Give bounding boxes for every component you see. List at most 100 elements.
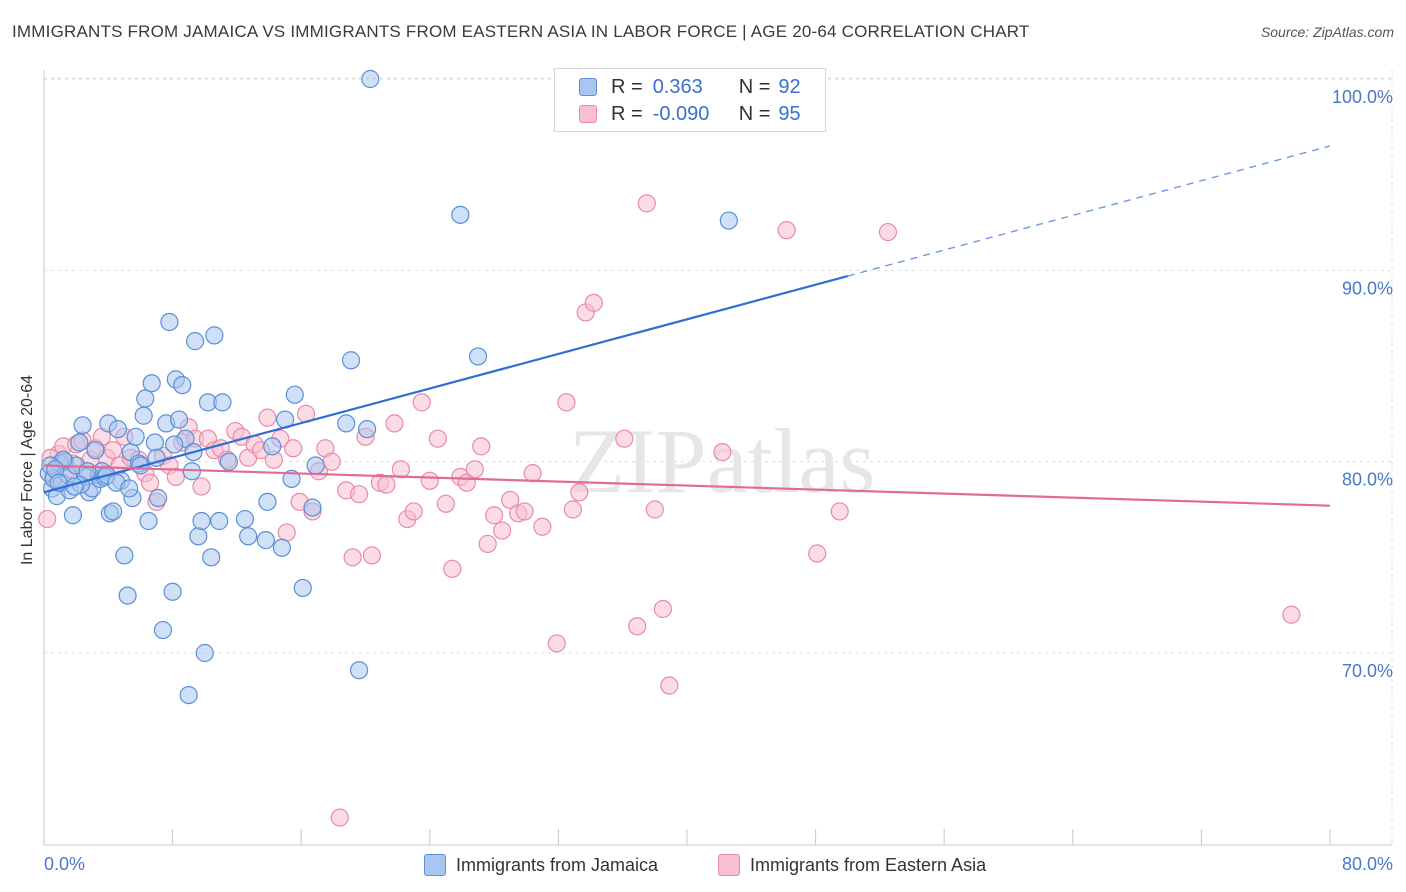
eastern-asia-point xyxy=(563,500,582,519)
trend-line-eastern-asia xyxy=(43,464,1331,507)
eastern-asia-point xyxy=(501,490,520,510)
x-tick-label-right: 80.0% xyxy=(1342,854,1393,874)
legend-swatch-jamaica xyxy=(579,78,597,96)
jamaica-point xyxy=(451,205,470,224)
eastern-asia-point xyxy=(493,521,512,540)
eastern-asia-point xyxy=(412,393,431,412)
jamaica-point xyxy=(282,469,301,488)
jamaica-point xyxy=(349,661,369,680)
eastern-asia-point xyxy=(362,546,382,565)
eastern-asia-point xyxy=(428,429,447,448)
legend-r-value: -0.090 xyxy=(652,102,710,125)
jamaica-point xyxy=(120,479,139,498)
eastern-asia-point xyxy=(343,548,362,567)
jamaica-point xyxy=(719,211,738,230)
y-tick-labels: 70.0% 80.0% 90.0% 100.0% xyxy=(1332,87,1393,681)
jamaica-point xyxy=(136,389,155,408)
eastern-asia-point xyxy=(330,808,349,827)
eastern-asia-point xyxy=(830,502,849,521)
jamaica-point xyxy=(258,492,277,511)
legend-n-label: N = xyxy=(738,102,771,125)
eastern-asia-point xyxy=(140,473,160,492)
eastern-asia-point xyxy=(615,429,634,448)
legend-row-jamaica: R = 0.363 N = 92 xyxy=(579,75,801,99)
eastern-asia-point xyxy=(166,467,185,487)
jamaica-point xyxy=(256,531,275,550)
eastern-asia-point xyxy=(391,460,410,479)
legend-n-label: N = xyxy=(738,75,771,98)
bottom-legend-eastern-asia: Immigrants from Eastern Asia xyxy=(718,852,986,878)
legend-r-value: 0.363 xyxy=(652,75,703,98)
jamaica-point xyxy=(358,420,377,439)
jamaica-point xyxy=(63,506,83,525)
eastern-asia-point xyxy=(420,471,439,490)
jamaica-point xyxy=(163,582,182,601)
jamaica-point xyxy=(341,351,361,370)
eastern-asia-point xyxy=(570,483,589,502)
jamaica-point xyxy=(86,441,105,460)
jamaica-point xyxy=(468,347,488,366)
jamaica-point xyxy=(306,456,325,475)
eastern-asia-point xyxy=(322,452,341,471)
x-tick-label-left: 0.0% xyxy=(44,854,85,874)
eastern-asia-point xyxy=(628,617,647,636)
jamaica-point xyxy=(142,374,161,393)
jamaica-point xyxy=(70,433,89,452)
jamaica-point xyxy=(139,511,158,531)
eastern-asia-point xyxy=(660,676,679,695)
x-tick-labels: 0.0% 80.0% xyxy=(44,854,1393,874)
eastern-asia-point xyxy=(385,414,404,433)
eastern-asia-point xyxy=(584,293,603,312)
eastern-asia-point xyxy=(465,460,484,479)
y-tick-label: 70.0% xyxy=(1342,661,1393,681)
eastern-asia-point xyxy=(547,634,566,653)
legend-swatch-eastern-asia xyxy=(579,105,597,123)
bottom-legend-swatch-jamaica xyxy=(424,854,446,876)
eastern-asia-point xyxy=(878,222,898,242)
jamaica-point xyxy=(134,406,153,425)
series-jamaica-points xyxy=(39,69,738,705)
jamaica-point xyxy=(205,326,224,345)
jamaica-point xyxy=(169,410,189,429)
trend-line-jamaica-extension xyxy=(847,145,1331,277)
jamaica-point xyxy=(219,452,238,471)
eastern-asia-point xyxy=(104,441,123,460)
jamaica-point xyxy=(118,586,137,605)
jamaica-point xyxy=(104,502,123,521)
eastern-asia-point xyxy=(443,559,462,578)
eastern-asia-point xyxy=(777,221,796,240)
eastern-asia-point xyxy=(277,523,296,542)
jamaica-point xyxy=(202,548,221,567)
bottom-legend-swatch-eastern-asia xyxy=(718,854,740,876)
eastern-asia-point xyxy=(557,393,576,412)
jamaica-point xyxy=(73,416,92,435)
jamaica-point xyxy=(213,393,232,412)
jamaica-point xyxy=(285,385,304,404)
legend-r-label: R = xyxy=(611,75,643,98)
legend-n-value: 92 xyxy=(778,75,801,98)
jamaica-point xyxy=(173,376,192,395)
eastern-asia-point xyxy=(192,477,211,496)
jamaica-point xyxy=(189,527,208,546)
jamaica-point xyxy=(293,578,312,598)
eastern-asia-point xyxy=(472,437,491,456)
eastern-asia-point xyxy=(637,194,656,213)
bottom-legend-label-eastern-asia: Immigrants from Eastern Asia xyxy=(750,854,987,875)
y-tick-label: 100.0% xyxy=(1332,87,1393,107)
eastern-asia-point xyxy=(523,464,542,483)
trend-line-jamaica xyxy=(43,275,849,494)
series-eastern-asia-points xyxy=(38,194,1301,827)
source-label: Source: ZipAtlas.com xyxy=(1260,24,1394,40)
jamaica-point xyxy=(108,420,128,439)
eastern-asia-point xyxy=(404,502,423,521)
eastern-asia-point xyxy=(713,443,732,462)
jamaica-point xyxy=(153,620,173,640)
eastern-asia-point xyxy=(645,500,664,519)
jamaica-point xyxy=(361,69,380,89)
eastern-asia-point xyxy=(533,517,552,536)
legend-row-eastern-asia: R = -0.090 N = 95 xyxy=(579,102,801,126)
jamaica-point xyxy=(145,433,165,452)
jamaica-point xyxy=(165,435,184,454)
legend-r-label: R = xyxy=(611,102,643,125)
jamaica-point xyxy=(192,511,211,531)
